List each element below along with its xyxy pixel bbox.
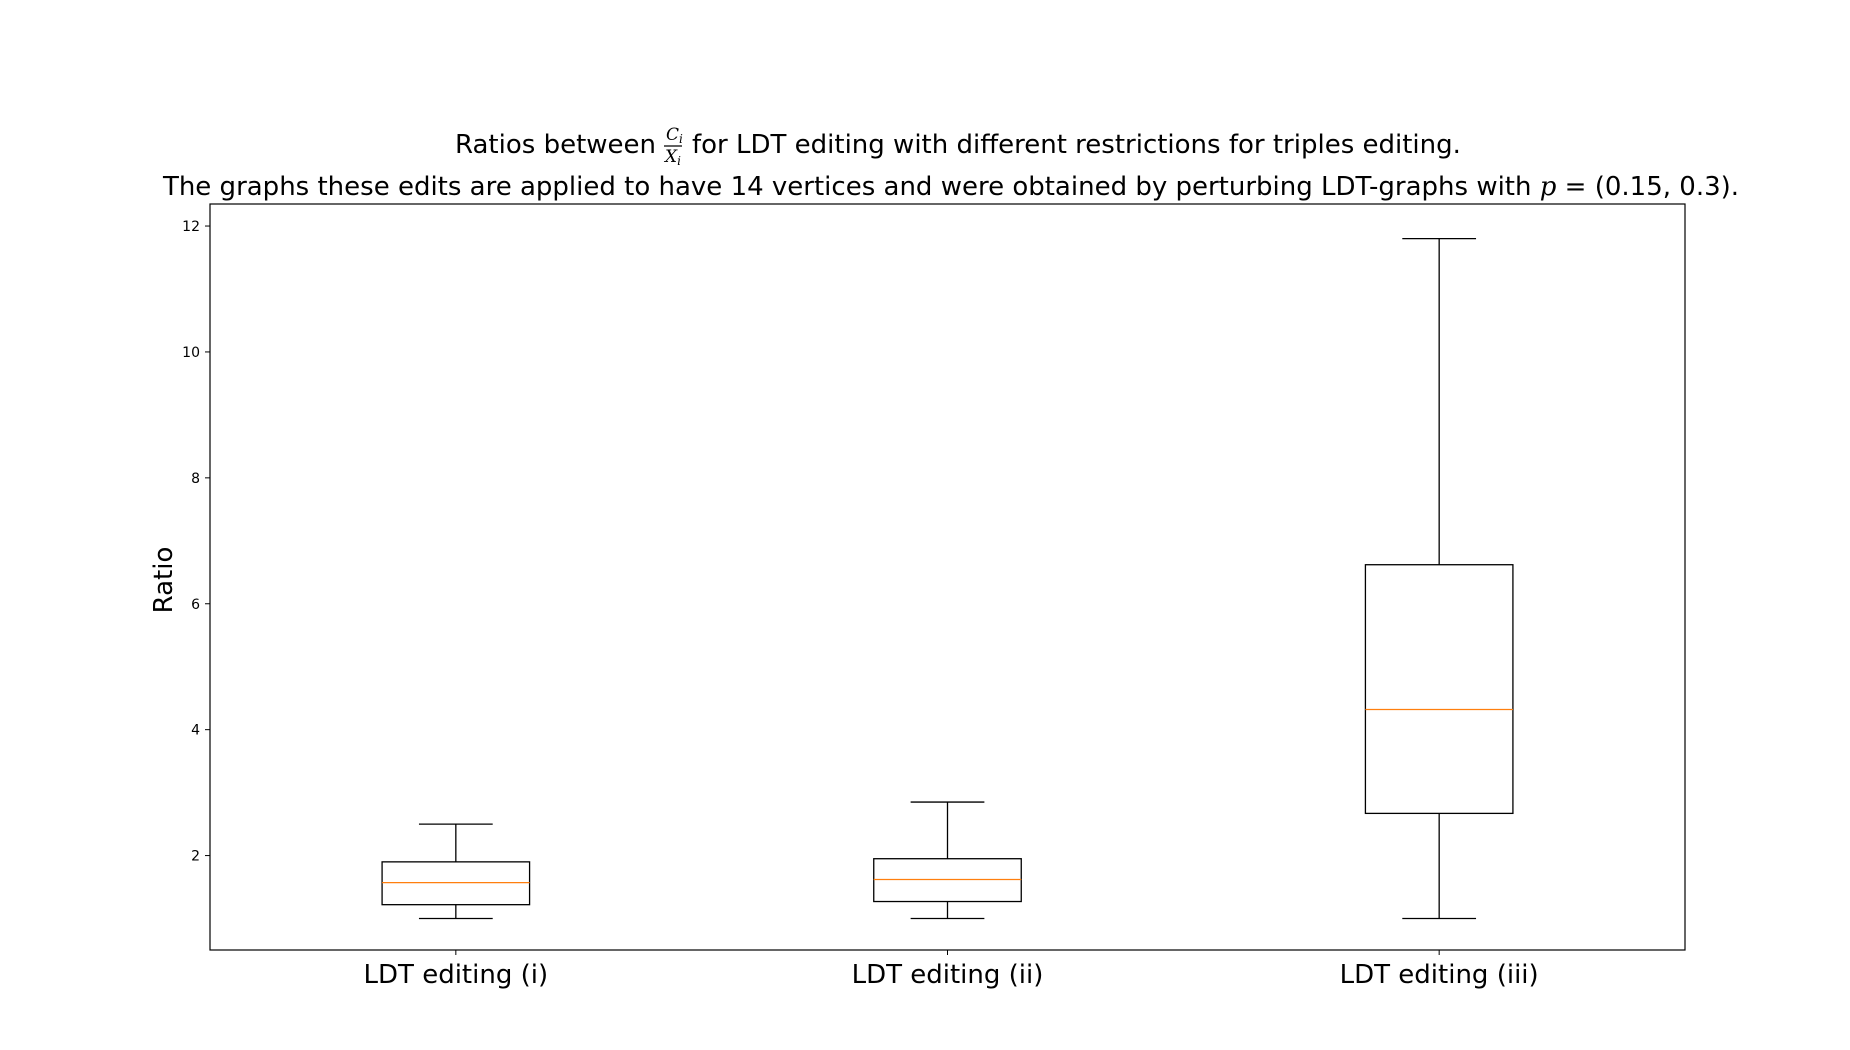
title-fraction-denominator: Xi — [663, 147, 681, 168]
x-tick-label: LDT editing (iii) — [1340, 960, 1539, 990]
x-axis-ticks: LDT editing (i) LDT editing (ii) LDT editi… — [364, 950, 1539, 990]
box-series — [381, 237, 1514, 920]
x-tick-label: LDT editing (i) — [364, 960, 549, 990]
y-tick-label: 10 — [182, 345, 200, 361]
x-tick-label: LDT editing (ii) — [852, 960, 1044, 990]
y-tick-label: 12 — [182, 219, 200, 235]
iqr-box — [1364, 564, 1514, 815]
y-tick-label: 8 — [191, 471, 200, 487]
chart-title-line1: Ratios between Ci Xi for LDT editing wit… — [455, 125, 1461, 168]
y-tick-label: 4 — [191, 723, 200, 739]
title-line1-suffix: for LDT editing with different restricti… — [692, 130, 1461, 160]
box-1 — [381, 823, 531, 920]
y-axis-ticks: 2 4 6 8 10 12 — [182, 219, 210, 865]
y-tick-label: 6 — [191, 597, 200, 613]
chart-title-line2: The graphs these edits are applied to ha… — [162, 172, 1739, 202]
y-axis-label: Ratio — [149, 547, 179, 614]
box-3 — [1364, 237, 1514, 920]
title-line1-prefix: Ratios between — [455, 130, 656, 160]
title-fraction-numerator: Ci — [666, 125, 683, 146]
box-2 — [873, 801, 1022, 920]
y-tick-label: 2 — [191, 849, 200, 865]
